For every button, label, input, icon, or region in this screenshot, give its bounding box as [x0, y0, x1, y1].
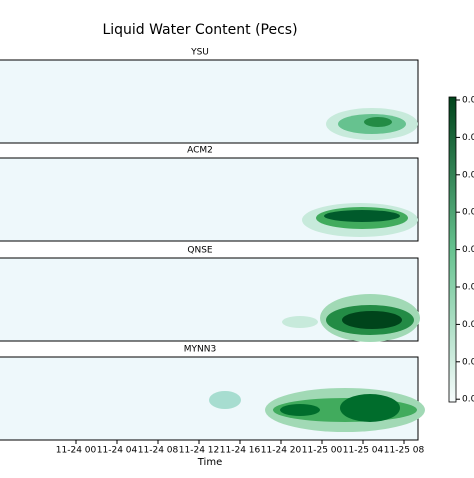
colorbar-tick-label: 0.0	[462, 208, 474, 218]
x-axis-label: Time	[197, 457, 222, 468]
colorbar-tick-label: 0.0	[462, 320, 474, 330]
x-tick-label: 11-24 08	[138, 446, 179, 456]
x-tick-label: 11-24 16	[220, 446, 261, 456]
panel-title: YSU	[190, 48, 209, 58]
x-tick-label: 11-24 00	[56, 446, 97, 456]
colorbar-tick-label: 0.0	[462, 133, 474, 143]
colorbar-tick-label: 0.0	[462, 395, 474, 405]
x-tick-label: 11-24 20	[261, 446, 302, 456]
chart-title: Liquid Water Content (Pecs)	[102, 22, 297, 38]
colorbar-tick-label: 0.0	[462, 245, 474, 255]
colorbar-tick-label: 0.0	[462, 357, 474, 367]
x-tick-label: 11-25 00	[302, 446, 343, 456]
x-tick-label: 11-25 04	[343, 446, 384, 456]
colorbar	[448, 96, 457, 403]
colorbar-tick-label: 0.0	[462, 283, 474, 293]
panel-title: MYNN3	[184, 345, 216, 355]
colorbar-tick-label: 0.0	[462, 96, 474, 106]
panel-title: QNSE	[187, 246, 213, 256]
contours	[209, 108, 425, 432]
x-tick-label: 11-24 04	[97, 446, 138, 456]
x-tick-label: 11-25 08	[384, 446, 425, 456]
x-tick-label: 11-24 12	[179, 446, 219, 456]
panel-title: ACM2	[187, 146, 213, 156]
colorbar-tick-label: 0.0	[462, 170, 474, 180]
